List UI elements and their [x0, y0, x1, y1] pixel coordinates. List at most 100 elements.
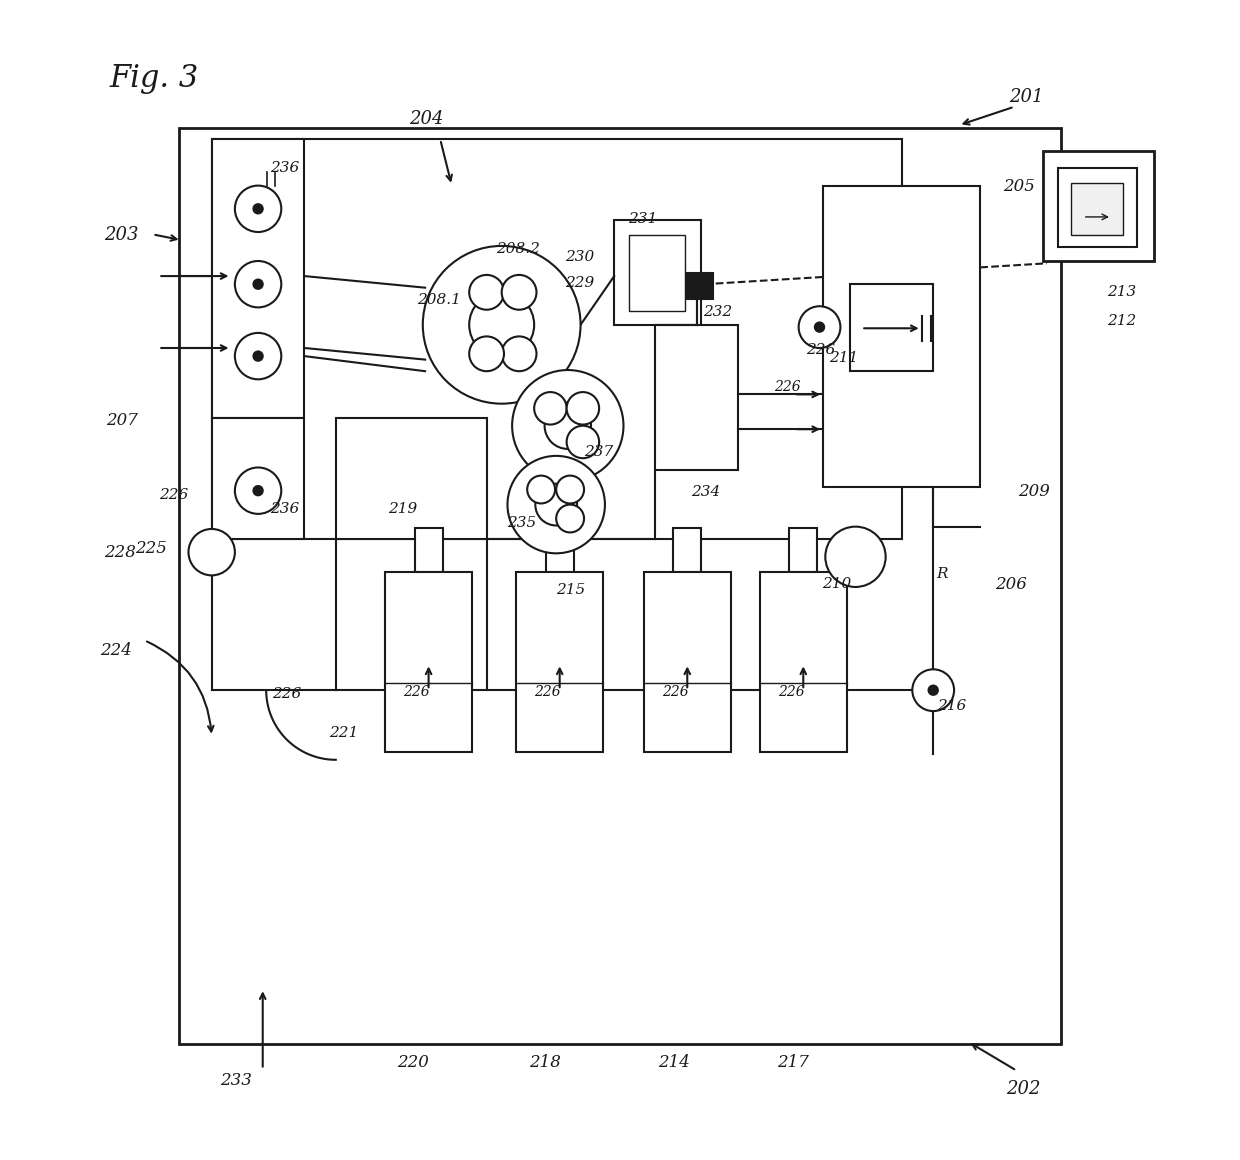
Text: 206: 206: [994, 577, 1027, 593]
Circle shape: [234, 186, 281, 232]
Circle shape: [826, 527, 885, 587]
Circle shape: [567, 392, 599, 425]
Bar: [614, 220, 701, 325]
Bar: [849, 284, 934, 371]
Text: 230: 230: [565, 251, 595, 264]
Circle shape: [557, 505, 584, 532]
Text: 213: 213: [1107, 285, 1136, 299]
Text: 224: 224: [100, 643, 133, 659]
Text: 226: 226: [272, 688, 301, 702]
Circle shape: [544, 403, 591, 449]
Circle shape: [799, 306, 841, 348]
Text: 208.1: 208.1: [417, 293, 461, 307]
Circle shape: [234, 261, 281, 307]
Bar: [646, 680, 728, 748]
Bar: [518, 680, 601, 748]
Circle shape: [469, 292, 534, 357]
Text: 236: 236: [269, 161, 299, 175]
Text: 236: 236: [269, 502, 299, 516]
Text: 202: 202: [1007, 1080, 1040, 1097]
Circle shape: [469, 336, 503, 371]
Text: 231: 231: [629, 212, 657, 226]
Circle shape: [527, 476, 556, 503]
Text: 217: 217: [776, 1054, 808, 1071]
Circle shape: [253, 280, 263, 289]
Text: 226: 226: [777, 686, 805, 699]
Text: 237: 237: [584, 445, 614, 459]
Bar: [336, 418, 486, 539]
Text: 234: 234: [691, 486, 720, 500]
Circle shape: [423, 246, 580, 404]
Text: 203: 203: [104, 226, 139, 244]
Circle shape: [815, 322, 825, 332]
Text: 205: 205: [1003, 179, 1034, 195]
Bar: [673, 528, 701, 572]
Text: 218: 218: [529, 1054, 562, 1071]
Circle shape: [512, 370, 624, 481]
Text: 226: 226: [806, 343, 835, 357]
Bar: [516, 572, 603, 752]
Circle shape: [929, 686, 937, 695]
Bar: [790, 528, 817, 572]
Text: 226: 226: [662, 686, 688, 699]
Bar: [644, 572, 730, 752]
Bar: [1043, 151, 1153, 261]
Text: 225: 225: [135, 541, 167, 557]
Text: 220: 220: [397, 1054, 429, 1071]
Text: 229: 229: [565, 276, 595, 290]
Circle shape: [502, 336, 537, 371]
Bar: [180, 128, 1060, 1044]
Bar: [212, 418, 305, 539]
Text: 204: 204: [409, 110, 444, 128]
Text: 228: 228: [104, 544, 135, 560]
Circle shape: [913, 669, 954, 711]
Bar: [212, 139, 305, 418]
Text: 212: 212: [1107, 314, 1136, 328]
Bar: [760, 572, 847, 752]
Text: 210: 210: [822, 578, 851, 592]
Text: 233: 233: [219, 1072, 252, 1088]
Bar: [655, 325, 738, 470]
Circle shape: [253, 486, 263, 495]
Circle shape: [253, 204, 263, 213]
Circle shape: [188, 529, 234, 575]
Bar: [629, 235, 684, 311]
Text: 211: 211: [828, 351, 858, 365]
Text: 232: 232: [703, 305, 733, 319]
Text: 207: 207: [107, 412, 138, 428]
Text: 209: 209: [1018, 484, 1050, 500]
Text: 215: 215: [557, 583, 585, 597]
Text: 226: 226: [534, 686, 560, 699]
Circle shape: [567, 426, 599, 458]
Circle shape: [536, 484, 577, 525]
Circle shape: [253, 351, 263, 361]
Circle shape: [234, 333, 281, 379]
Bar: [1059, 168, 1137, 247]
Bar: [414, 528, 443, 572]
Text: 208.2: 208.2: [496, 242, 539, 256]
Bar: [823, 186, 980, 487]
Bar: [386, 572, 472, 752]
Text: R: R: [936, 567, 949, 581]
Text: 226: 226: [774, 380, 801, 394]
Text: 221: 221: [329, 726, 358, 740]
Bar: [212, 139, 901, 539]
Circle shape: [507, 456, 605, 553]
Text: 219: 219: [388, 502, 417, 516]
Text: 214: 214: [658, 1054, 691, 1071]
Circle shape: [502, 275, 537, 310]
Circle shape: [234, 467, 281, 514]
Text: 201: 201: [1008, 88, 1043, 106]
Circle shape: [534, 392, 567, 425]
Circle shape: [557, 476, 584, 503]
Bar: [686, 273, 713, 299]
Text: 235: 235: [507, 516, 537, 530]
Bar: [1071, 183, 1123, 235]
Bar: [546, 528, 574, 572]
Bar: [763, 680, 844, 748]
Bar: [387, 680, 470, 748]
Circle shape: [469, 275, 503, 310]
Text: Fig. 3: Fig. 3: [109, 63, 198, 94]
Text: 216: 216: [936, 699, 966, 713]
Text: 226: 226: [403, 686, 430, 699]
